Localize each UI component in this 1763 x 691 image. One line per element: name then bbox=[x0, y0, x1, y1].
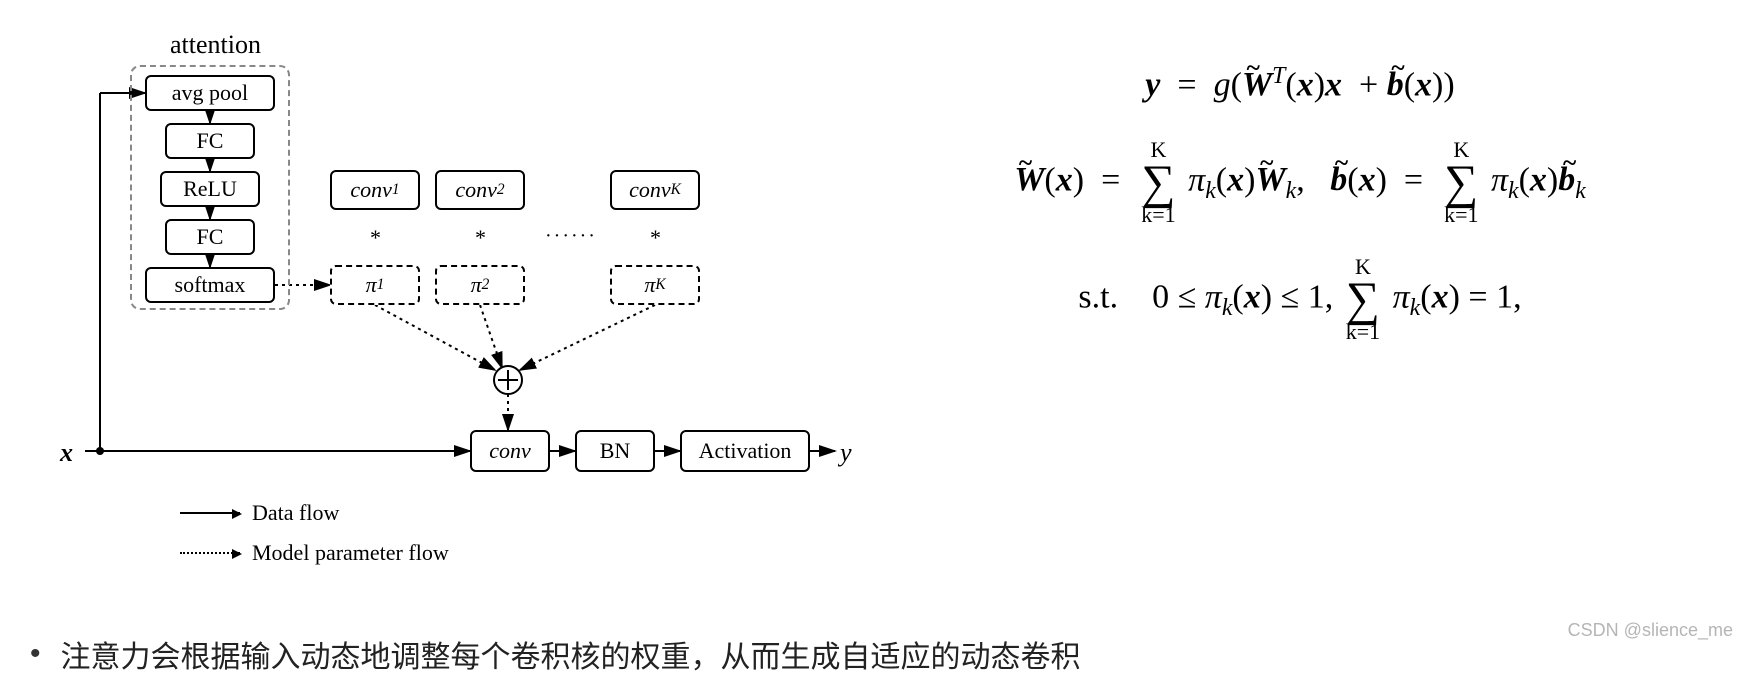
equation-3: s.t. 0 ≤ πk(x) ≤ 1, K ∑ k=1 πk(x) = 1, bbox=[870, 256, 1730, 343]
block-fc2: FC bbox=[165, 219, 255, 255]
bullet-icon: • bbox=[30, 637, 41, 671]
legend-dataflow: Data flow bbox=[180, 500, 339, 526]
equation-2: W(x) = K ∑ k=1 πk(x)Wk, b(x) = K ∑ k=1 π… bbox=[870, 139, 1730, 226]
pi2-box: π2 bbox=[435, 265, 525, 305]
watermark-text: CSDN @slience_me bbox=[1568, 620, 1733, 641]
pi1-box: π1 bbox=[330, 265, 420, 305]
input-x-label: x bbox=[60, 438, 73, 468]
architecture-diagram: attention avg pool FC ReLU FC softmax co… bbox=[50, 20, 850, 540]
conv-ellipsis: ······ bbox=[545, 225, 597, 248]
block-fc1: FC bbox=[165, 123, 255, 159]
star1: * bbox=[370, 225, 381, 251]
conv-main-box: conv bbox=[470, 430, 550, 472]
star2: * bbox=[475, 225, 486, 251]
output-y-label: y bbox=[840, 438, 852, 468]
conv2-box: conv2 bbox=[435, 170, 525, 210]
pik-box: πK bbox=[610, 265, 700, 305]
attention-label: attention bbox=[170, 30, 261, 60]
equations-block: y = g(WT(x)x + b(x)) W(x) = K ∑ k=1 πk(x… bbox=[870, 60, 1730, 373]
block-softmax: softmax bbox=[145, 267, 275, 303]
caption-bullet: • 注意力会根据输入动态地调整每个卷积核的权重，从而生成自适应的动态卷积 bbox=[30, 632, 1081, 676]
caption-text: 注意力会根据输入动态地调整每个卷积核的权重，从而生成自适应的动态卷积 bbox=[61, 632, 1081, 676]
equation-1: y = g(WT(x)x + b(x)) bbox=[870, 60, 1730, 109]
conv1-box: conv1 bbox=[330, 170, 420, 210]
convk-box: convK bbox=[610, 170, 700, 210]
bn-box: BN bbox=[575, 430, 655, 472]
block-avgpool: avg pool bbox=[145, 75, 275, 111]
activation-box: Activation bbox=[680, 430, 810, 472]
block-relu: ReLU bbox=[160, 171, 260, 207]
star3: * bbox=[650, 225, 661, 251]
legend-paramflow: Model parameter flow bbox=[180, 540, 449, 566]
